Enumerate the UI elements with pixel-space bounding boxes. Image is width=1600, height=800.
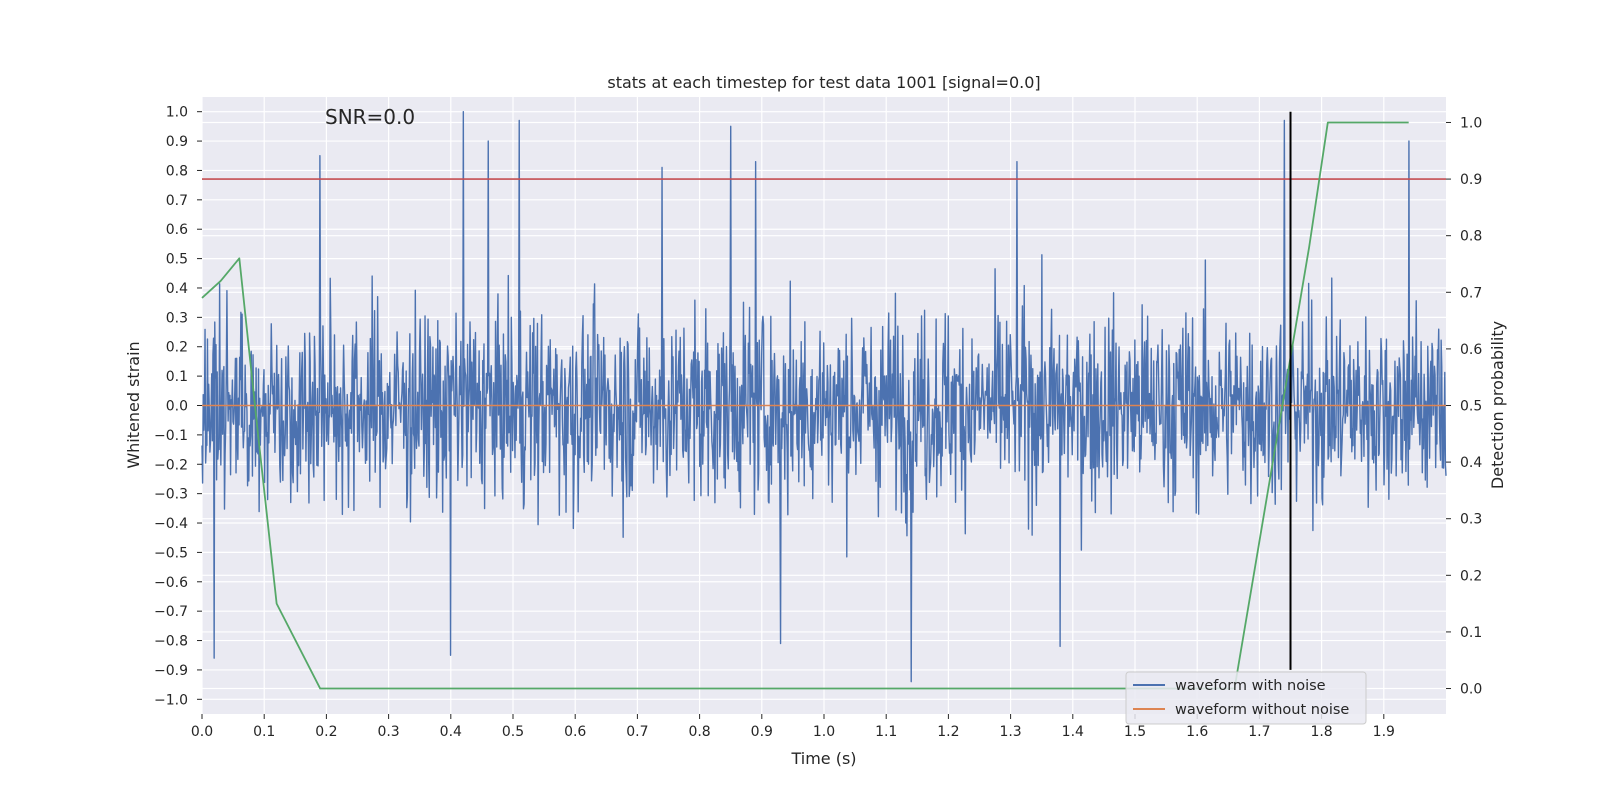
x-tick-label: 1.7 — [1248, 724, 1270, 740]
y-tick-label: 0.4 — [166, 281, 188, 297]
x-tick-label: 0.9 — [751, 724, 773, 740]
x-tick-label: 1.8 — [1310, 724, 1332, 740]
y2-tick-label: 0.9 — [1460, 172, 1482, 188]
y-tick-label: 0.8 — [166, 163, 188, 179]
x-tick-label: 0.8 — [688, 724, 710, 740]
y2-tick-label: 0.7 — [1460, 285, 1482, 301]
y2-tick-label: 0.5 — [1460, 399, 1482, 415]
x-tick-label: 0.0 — [191, 724, 213, 740]
x-tick-label: 1.4 — [1062, 724, 1084, 740]
y-tick-label: 0.9 — [166, 134, 188, 150]
y-tick-label: −0.9 — [154, 663, 188, 679]
x-tick-label: 1.3 — [999, 724, 1021, 740]
x-tick-label: 0.5 — [502, 724, 524, 740]
x-tick-label: 1.9 — [1373, 724, 1395, 740]
y-tick-label: −0.4 — [154, 516, 188, 532]
legend-box — [1125, 671, 1367, 725]
snr-annotation: SNR=0.0 — [325, 105, 415, 129]
y-axis-label: Whitened strain — [124, 341, 143, 468]
y2-tick-label: 0.4 — [1460, 455, 1482, 471]
y-tick-label: −0.8 — [154, 634, 188, 650]
y2-tick-label: 0.1 — [1460, 625, 1482, 641]
x-tick-label: 1.1 — [875, 724, 897, 740]
y2-axis-label: Detection probability — [1488, 321, 1507, 489]
y2-tick-label: 1.0 — [1460, 115, 1482, 131]
x-tick-label: 1.5 — [1124, 724, 1146, 740]
series-detection-probability — [201, 121, 1409, 690]
x-tick-label: 1.0 — [813, 724, 835, 740]
series-layer — [201, 110, 1447, 690]
x-tick-label: 0.3 — [377, 724, 399, 740]
x-tick-label: 0.1 — [253, 724, 275, 740]
legend: waveform with noise waveform without noi… — [1125, 671, 1367, 725]
y-tick-label: −0.6 — [154, 575, 188, 591]
chart-title: stats at each timestep for test data 100… — [607, 73, 1040, 92]
x-tick-label: 0.7 — [626, 724, 648, 740]
y-tick-label: 0.3 — [166, 310, 188, 326]
x-axis-label: Time (s) — [790, 749, 856, 768]
x-tick-label: 1.2 — [937, 724, 959, 740]
y-tick-label: −0.5 — [154, 545, 188, 561]
series-waveform-with-noise — [201, 110, 1447, 683]
legend-label-waveform-without-noise: waveform without noise — [1175, 702, 1349, 718]
axes-layer: 0.0 0.1 0.2 0.3 0.4 0.5 0.6 0.7 0.8 0.9 1.0 1.1 1.2 1… — [154, 105, 1482, 740]
y-tick-label: 1.0 — [166, 105, 188, 121]
y2-tick-label: 0.6 — [1460, 342, 1482, 358]
y-tick-label: 0.6 — [166, 222, 188, 238]
y-tick-label: 0.1 — [166, 369, 188, 385]
y-tick-label: 0.5 — [166, 252, 188, 268]
y-tick-label: 0.7 — [166, 193, 188, 209]
y-tick-label: 0.0 — [166, 399, 188, 415]
y2-tick-label: 0.3 — [1460, 512, 1482, 528]
y-tick-label: −0.7 — [154, 604, 188, 620]
y2-tick-label: 0.2 — [1460, 568, 1482, 584]
y2-tick-label: 0.8 — [1460, 229, 1482, 245]
y-tick-label: −0.1 — [154, 428, 188, 444]
legend-label-waveform-with-noise: waveform with noise — [1175, 678, 1326, 694]
x-tick-label: 1.6 — [1186, 724, 1208, 740]
x-tick-label: 0.4 — [440, 724, 462, 740]
y-tick-label: −0.3 — [154, 487, 188, 503]
y-tick-label: −1.0 — [154, 692, 188, 708]
x-tick-label: 0.2 — [315, 724, 337, 740]
x-tick-label: 0.6 — [564, 724, 586, 740]
y-tick-label: 0.2 — [166, 340, 188, 356]
y-tick-label: −0.2 — [154, 457, 188, 473]
y2-tick-label: 0.0 — [1460, 682, 1482, 698]
